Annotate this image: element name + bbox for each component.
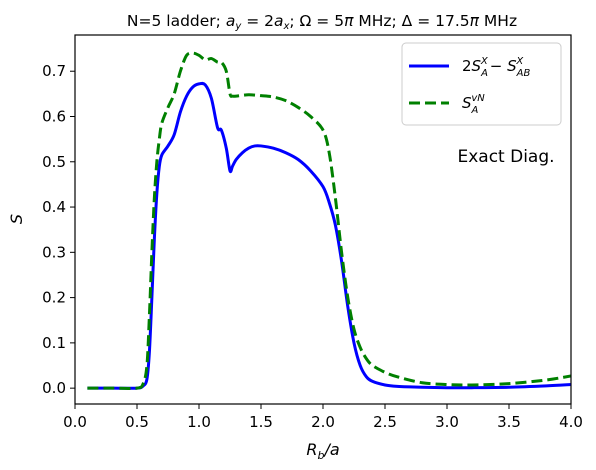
title-part: MHz; Δ = 17.5 bbox=[353, 12, 469, 30]
y-axis-label: S bbox=[7, 214, 26, 224]
title-part: x bbox=[282, 21, 289, 32]
y-tick-label: 0.0 bbox=[42, 379, 66, 397]
series-layer bbox=[87, 51, 572, 390]
series-line-green bbox=[87, 51, 572, 390]
title-part: π bbox=[344, 12, 354, 30]
x-tick-label: 1.0 bbox=[187, 413, 211, 431]
legend: 2SAX − SABX SAvN bbox=[401, 42, 562, 126]
title-part: = 2 bbox=[241, 12, 274, 30]
x-axis-label: Rb/a bbox=[306, 440, 339, 462]
series-line-blue bbox=[87, 81, 572, 390]
x-tick-label: 3.0 bbox=[435, 413, 459, 431]
y-tick-label: 0.6 bbox=[42, 107, 66, 125]
legend-label-blue: 2SAX − SABX bbox=[462, 56, 530, 79]
y-tick-label: 0.1 bbox=[42, 334, 66, 352]
title-part: a bbox=[274, 12, 284, 30]
y-tick-label: 0.7 bbox=[42, 62, 66, 80]
axes-frame bbox=[74, 34, 572, 405]
x-tick-label: 3.5 bbox=[497, 413, 521, 431]
x-tick-label: 2.0 bbox=[311, 413, 335, 431]
x-tick-label: 1.5 bbox=[249, 413, 273, 431]
ticks-layer: 0.0 0.5 1.0 1.5 2.0 2.5 3.0 3.5 4.0 0.0 0.1 0.2 0.3 0… bbox=[42, 62, 583, 431]
title-part: N=5 ladder; bbox=[127, 12, 226, 30]
legend-label-green: SAvN bbox=[462, 93, 485, 116]
title-part: π bbox=[470, 12, 480, 30]
x-tick-label: 4.0 bbox=[559, 413, 583, 431]
x-tick-label: 2.5 bbox=[373, 413, 397, 431]
x-tick-label: 0.0 bbox=[63, 413, 87, 431]
y-tick-label: 0.2 bbox=[42, 289, 66, 307]
chart-title: N=5 ladder; ay = 2ax; Ω = 5π MHz; Δ = 17… bbox=[127, 12, 517, 32]
exact-diag-annotation: Exact Diag. bbox=[457, 147, 554, 167]
y-tick-label: 0.4 bbox=[42, 198, 66, 216]
title-part: a bbox=[226, 12, 236, 30]
y-tick-label: 0.3 bbox=[42, 243, 66, 261]
title-part: MHz bbox=[479, 12, 517, 30]
x-tick-label: 0.5 bbox=[125, 413, 149, 431]
y-tick-label: 0.5 bbox=[42, 153, 66, 171]
title-part: ; Ω = 5 bbox=[289, 12, 344, 30]
title-part: y bbox=[234, 21, 242, 32]
